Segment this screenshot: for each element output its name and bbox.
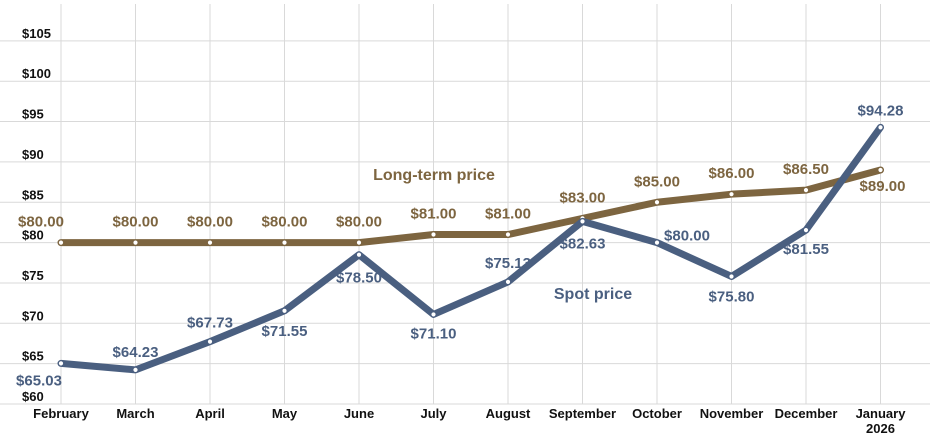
long-term-price-label: $86.50 bbox=[783, 161, 829, 178]
spot-price-point bbox=[728, 273, 735, 280]
spot-price-label: $67.73 bbox=[187, 315, 233, 332]
spot-price-label: $75.80 bbox=[709, 288, 755, 305]
data-labels: $80.00 $80.00 $80.00 $80.00 $80.00 $81.00 $81.… bbox=[16, 102, 905, 389]
long-term-price-point bbox=[281, 239, 288, 246]
x-axis: February March April May June July August Septe… bbox=[33, 406, 906, 436]
x-tick-label: August bbox=[486, 406, 531, 421]
x-tick-label: July bbox=[420, 406, 447, 421]
long-term-price-point bbox=[728, 191, 735, 198]
long-term-price-point bbox=[57, 239, 65, 246]
spot-price-label: $71.10 bbox=[411, 325, 457, 342]
spot-price-point bbox=[802, 226, 810, 234]
y-tick-label: $105 bbox=[22, 26, 51, 41]
spot-price-label: $81.55 bbox=[783, 241, 829, 258]
long-term-price-point bbox=[653, 199, 661, 206]
x-tick-label: December bbox=[775, 406, 838, 421]
x-tick-label: February bbox=[33, 406, 89, 421]
long-term-price-label: $89.00 bbox=[860, 178, 906, 195]
long-term-price-label: $80.00 bbox=[336, 214, 382, 231]
long-term-price-label: $80.00 bbox=[113, 214, 159, 231]
spot-price-point bbox=[877, 124, 884, 131]
long-term-price-point bbox=[132, 239, 139, 246]
spot-price-point bbox=[355, 251, 363, 258]
long-term-price-label: $83.00 bbox=[560, 189, 606, 206]
x-tick-label: May bbox=[272, 406, 298, 421]
spot-price-label: $78.50 bbox=[336, 270, 382, 287]
long-term-price-point bbox=[430, 231, 437, 238]
long-term-price-label: $86.00 bbox=[709, 165, 755, 182]
spot-price-point bbox=[206, 338, 214, 345]
spot-price-label: $75.13 bbox=[485, 255, 531, 272]
long-term-price-point bbox=[206, 239, 214, 246]
x-tick-label: January 2026 bbox=[856, 406, 907, 436]
y-tick-label: $75 bbox=[22, 268, 44, 283]
spot-price-point bbox=[132, 366, 139, 373]
y-tick-label: $100 bbox=[22, 66, 51, 81]
spot-price-point bbox=[430, 311, 437, 318]
spot-price-point bbox=[504, 278, 512, 286]
x-tick-label: April bbox=[195, 406, 225, 421]
long-term-price-point bbox=[877, 166, 884, 174]
y-tick-label: $65 bbox=[22, 349, 44, 364]
x-tick-label: September bbox=[549, 406, 616, 421]
grid-layer bbox=[0, 4, 930, 405]
series-layer bbox=[57, 123, 884, 374]
long-term-price-line bbox=[57, 166, 884, 247]
y-tick-label: $95 bbox=[22, 107, 44, 122]
long-term-price-point bbox=[355, 239, 363, 246]
spot-price-line bbox=[57, 123, 884, 374]
y-tick-label: $90 bbox=[22, 147, 44, 162]
spot-price-label: $65.03 bbox=[16, 372, 62, 389]
spot-price-point bbox=[579, 218, 586, 225]
long-term-price-label: $80.00 bbox=[262, 214, 308, 231]
x-tick-label: November bbox=[700, 406, 764, 421]
spot-price-label: $71.55 bbox=[262, 323, 308, 340]
long-term-price-point bbox=[802, 187, 810, 194]
long-term-price-label: $81.00 bbox=[411, 206, 457, 223]
long-term-price-label: $80.00 bbox=[18, 214, 64, 231]
long-term-price-point bbox=[504, 231, 512, 238]
long-term-price-name: Long-term price bbox=[373, 167, 495, 184]
long-term-price-label: $85.00 bbox=[634, 173, 680, 190]
y-axis: $60 $65 $70 $75 $80 $85 $90 $95 $100 $105 bbox=[22, 26, 51, 404]
long-term-price-label: $81.00 bbox=[485, 206, 531, 223]
y-tick-label: $60 bbox=[22, 389, 44, 404]
y-tick-label: $85 bbox=[22, 187, 44, 202]
long-term-price-label: $80.00 bbox=[187, 214, 233, 231]
spot-price-point bbox=[653, 239, 661, 246]
x-tick-label: March bbox=[116, 406, 154, 421]
spot-price-point bbox=[281, 307, 288, 314]
x-tick-label: June bbox=[344, 406, 374, 421]
spot-price-label: $94.28 bbox=[858, 102, 904, 119]
spot-price-name: Spot price bbox=[554, 286, 632, 303]
y-tick-label: $70 bbox=[22, 308, 44, 323]
x-tick-label: October bbox=[632, 406, 682, 421]
spot-price-point bbox=[57, 360, 65, 367]
y-tick-label: $80 bbox=[22, 228, 44, 243]
spot-price-label: $64.23 bbox=[113, 344, 159, 361]
spot-price-label: $82.63 bbox=[560, 235, 606, 252]
spot-price-label: $80.00 bbox=[664, 228, 710, 245]
